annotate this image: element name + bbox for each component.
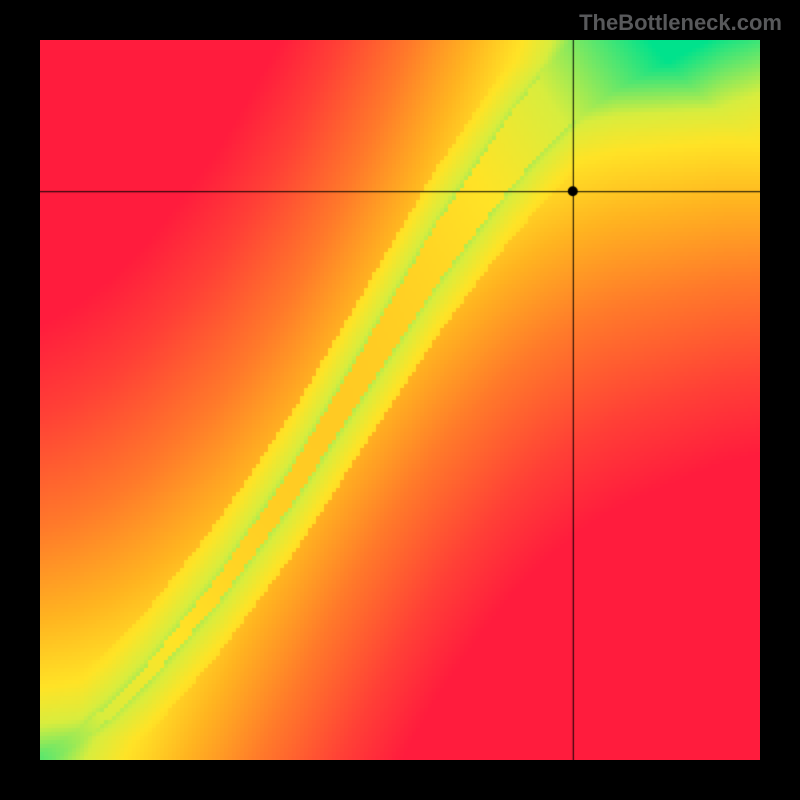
chart-container: TheBottleneck.com	[0, 0, 800, 800]
watermark-text: TheBottleneck.com	[579, 10, 782, 36]
bottleneck-heatmap	[40, 40, 760, 760]
